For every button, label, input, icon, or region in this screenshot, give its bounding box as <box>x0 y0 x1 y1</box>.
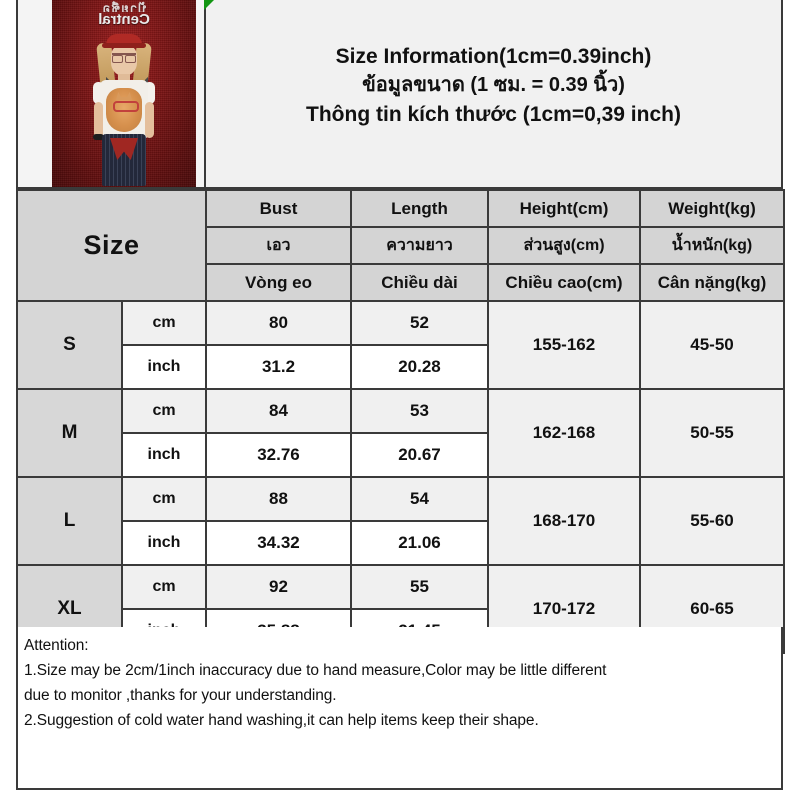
attention-line-1: 1.Size may be 2cm/1inch inaccuracy due t… <box>24 662 607 679</box>
table-row: XL cm 92 55 170-172 60-65 <box>16 564 785 654</box>
header-bust-th: เอว <box>205 226 352 265</box>
unit-inch: inch <box>121 520 207 566</box>
length-cm-m: 53 <box>350 388 489 434</box>
table-row: L cm 88 54 168-170 55-60 <box>16 476 785 566</box>
table-row: inch 31.2 20.28 <box>17 344 784 390</box>
size-label-s: S <box>16 300 123 390</box>
header-weight-en: Weight(kg) <box>639 189 785 228</box>
bust-inch-s: 31.2 <box>205 344 352 390</box>
model-sleeve-left <box>93 82 104 104</box>
bust-inch-m: 32.76 <box>205 432 352 478</box>
bust-cm-s: 80 <box>205 300 352 346</box>
unit-cm: cm <box>121 476 207 522</box>
cat-print-graphic <box>106 88 142 132</box>
attention-line-2: due to monitor ,thanks for your understa… <box>24 687 337 704</box>
header-length-vi: Chiều dài <box>350 263 489 302</box>
table-header-row-thai: เอว ความยาว ส่วนสูง(cm) น้ำหนัก(kg) <box>17 226 785 265</box>
title-line-vietnamese: Thông tin kích thước (1cm=0,39 inch) <box>306 103 681 126</box>
weight-range-s: 45-50 <box>639 300 785 390</box>
table-row: inch 34.32 21.06 <box>17 520 784 566</box>
table-row: M cm 84 53 162-168 50-55 <box>16 388 785 478</box>
bust-cm-l: 88 <box>205 476 352 522</box>
header-height-th: ส่วนสูง(cm) <box>487 226 641 265</box>
length-cm-s: 52 <box>350 300 489 346</box>
table-row: S cm 80 52 155-162 45-50 <box>16 300 785 390</box>
header-length-en: Length <box>350 189 489 228</box>
weight-range-l: 55-60 <box>639 476 785 566</box>
size-label-m: M <box>16 388 123 478</box>
length-inch-s: 20.28 <box>350 344 489 390</box>
header-weight-th: น้ำหนัก(kg) <box>639 226 785 265</box>
model-arm-right <box>145 102 154 138</box>
model-face <box>111 44 137 76</box>
size-label-l: L <box>16 476 123 566</box>
unit-cm: cm <box>121 300 207 346</box>
size-table: Size Bust Length Height(cm) Weight(kg) เ… <box>16 189 785 654</box>
header-size-label: Size <box>16 189 207 302</box>
bust-cm-xl: 92 <box>205 564 352 610</box>
header-length-th: ความยาว <box>350 226 489 265</box>
product-photo-woman-cat-tee: ป้ายชื่อ Central <box>52 0 196 187</box>
length-inch-m: 20.67 <box>350 432 489 478</box>
length-inch-l: 21.06 <box>350 520 489 566</box>
watermark-top-text: ป้ายชื่อ <box>101 1 147 12</box>
length-cm-xl: 55 <box>350 564 489 610</box>
top-banner: ป้ายชื่อ Central <box>16 0 783 189</box>
header-weight-vi: Cân nặng(kg) <box>639 263 785 302</box>
header-height-vi: Chiều cao(cm) <box>487 263 641 302</box>
title-line-thai: ข้อมูลขนาด (1 ซม. = 0.39 นิ้ว) <box>362 74 625 96</box>
header-height-en: Height(cm) <box>487 189 641 228</box>
product-photo-cell: ป้ายชื่อ Central <box>18 0 206 187</box>
model-arm-left <box>94 102 103 138</box>
table-header-row-vietnamese: Vòng eo Chiều dài Chiều cao(cm) Cân nặng… <box>17 263 785 302</box>
table-header-row-english: Size Bust Length Height(cm) Weight(kg) <box>16 189 785 302</box>
header-bust-vi: Vòng eo <box>205 263 352 302</box>
title-cell: Size Information(1cm=0.39inch) ข้อมูลขนา… <box>204 0 781 187</box>
height-range-m: 162-168 <box>487 388 641 478</box>
model-illustration <box>82 34 166 186</box>
model-neck <box>118 74 130 82</box>
bust-inch-l: 34.32 <box>205 520 352 566</box>
header-bust-en: Bust <box>205 189 352 228</box>
unit-inch: inch <box>121 432 207 478</box>
table-row: inch 32.76 20.67 <box>17 432 784 478</box>
model-sleeve-right <box>144 82 155 104</box>
unit-cm: cm <box>121 388 207 434</box>
attention-heading: Attention: <box>24 637 89 654</box>
model-cap <box>102 34 146 48</box>
green-corner-marker <box>204 0 214 10</box>
watermark-bottom-text: Central <box>98 11 150 28</box>
weight-range-m: 50-55 <box>639 388 785 478</box>
attention-box: Attention: 1.Size may be 2cm/1inch inacc… <box>16 627 783 790</box>
length-cm-l: 54 <box>350 476 489 522</box>
height-range-l: 168-170 <box>487 476 641 566</box>
model-glasses <box>112 53 136 63</box>
height-range-s: 155-162 <box>487 300 641 390</box>
unit-inch: inch <box>121 344 207 390</box>
model-waist-sash <box>110 138 138 160</box>
model-bracelet <box>93 134 104 140</box>
photo-watermark: ป้ายชื่อ Central <box>52 1 196 28</box>
attention-line-3: 2.Suggestion of cold water hand washing,… <box>24 712 539 729</box>
unit-cm: cm <box>121 564 207 610</box>
title-line-english: Size Information(1cm=0.39inch) <box>335 45 652 68</box>
bust-cm-m: 84 <box>205 388 352 434</box>
